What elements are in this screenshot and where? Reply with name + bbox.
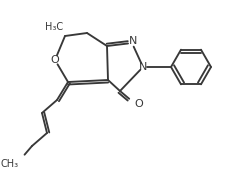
Text: N: N — [139, 62, 147, 72]
Text: O: O — [51, 55, 59, 65]
Text: N: N — [129, 36, 137, 46]
Text: O: O — [134, 99, 143, 109]
Text: H₃C: H₃C — [45, 22, 63, 32]
Text: CH₃: CH₃ — [1, 159, 19, 169]
